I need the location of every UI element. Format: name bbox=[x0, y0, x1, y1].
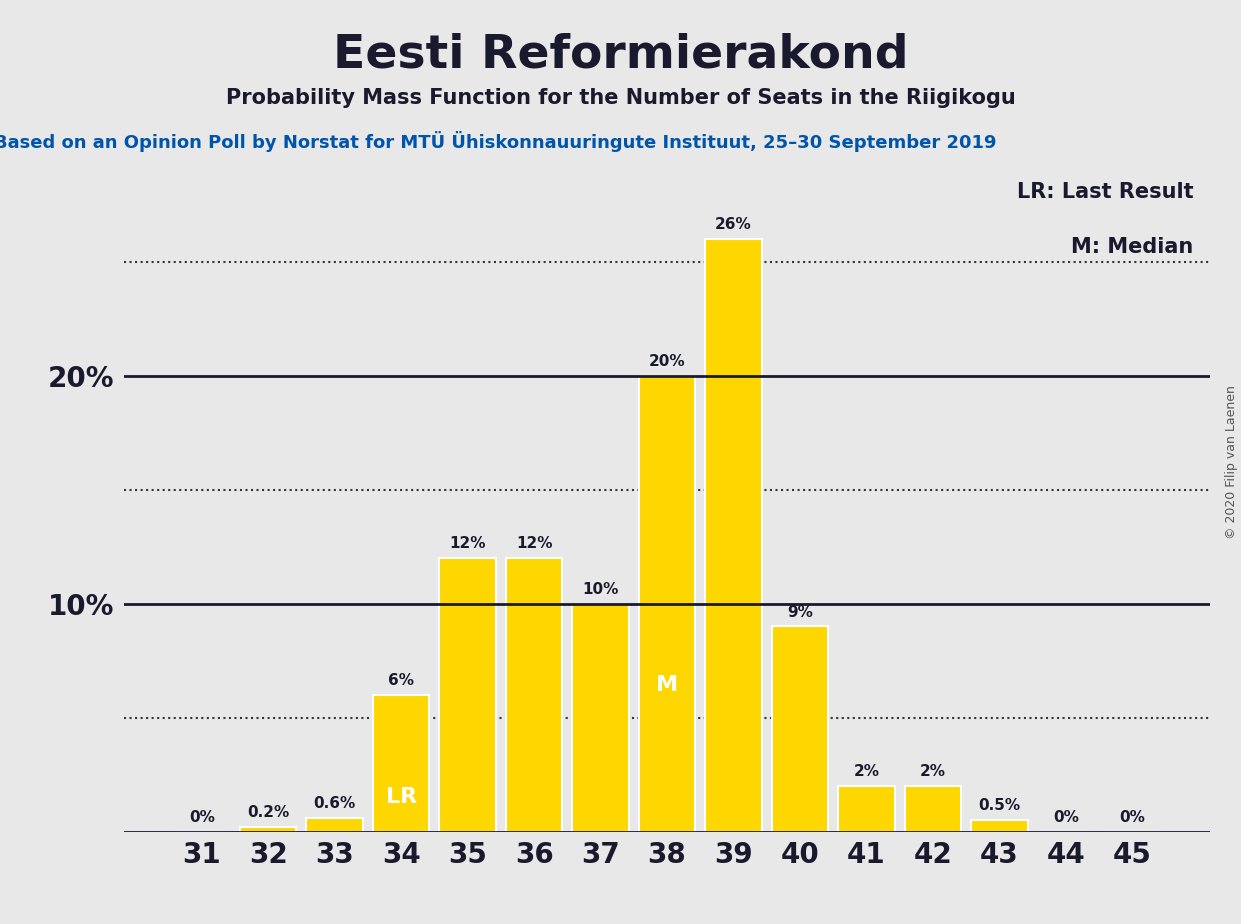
Text: LR: LR bbox=[386, 787, 417, 807]
Bar bbox=[705, 239, 762, 832]
Bar bbox=[572, 603, 629, 832]
Text: 0%: 0% bbox=[1052, 809, 1078, 825]
Text: Probability Mass Function for the Number of Seats in the Riigikogu: Probability Mass Function for the Number… bbox=[226, 88, 1015, 108]
Text: 6%: 6% bbox=[388, 673, 414, 688]
Text: 12%: 12% bbox=[516, 536, 552, 552]
Text: 0.5%: 0.5% bbox=[978, 798, 1020, 813]
Text: 26%: 26% bbox=[715, 217, 752, 232]
Bar bbox=[838, 786, 895, 832]
Text: Based on an Opinion Poll by Norstat for MTÜ Ühiskonnauuringute Instituut, 25–30 : Based on an Opinion Poll by Norstat for … bbox=[0, 131, 997, 152]
Bar bbox=[905, 786, 962, 832]
Bar bbox=[972, 821, 1028, 832]
Bar bbox=[240, 827, 297, 832]
Bar bbox=[439, 558, 496, 832]
Bar bbox=[639, 376, 695, 832]
Bar bbox=[307, 818, 362, 832]
Text: 2%: 2% bbox=[920, 764, 946, 779]
Bar bbox=[372, 695, 429, 832]
Bar bbox=[772, 626, 828, 832]
Text: LR: Last Result: LR: Last Result bbox=[1018, 182, 1194, 202]
Text: 20%: 20% bbox=[649, 354, 685, 369]
Text: 9%: 9% bbox=[787, 604, 813, 620]
Text: M: M bbox=[656, 675, 678, 695]
Text: 10%: 10% bbox=[582, 582, 619, 597]
Text: 0%: 0% bbox=[1119, 809, 1145, 825]
Text: 0.2%: 0.2% bbox=[247, 805, 289, 821]
Bar bbox=[506, 558, 562, 832]
Text: 2%: 2% bbox=[854, 764, 880, 779]
Text: 0%: 0% bbox=[189, 809, 215, 825]
Text: © 2020 Filip van Laenen: © 2020 Filip van Laenen bbox=[1225, 385, 1237, 539]
Text: 12%: 12% bbox=[449, 536, 486, 552]
Text: 0.6%: 0.6% bbox=[314, 796, 356, 811]
Text: Eesti Reformierakond: Eesti Reformierakond bbox=[333, 32, 908, 78]
Text: M: Median: M: Median bbox=[1071, 237, 1194, 257]
